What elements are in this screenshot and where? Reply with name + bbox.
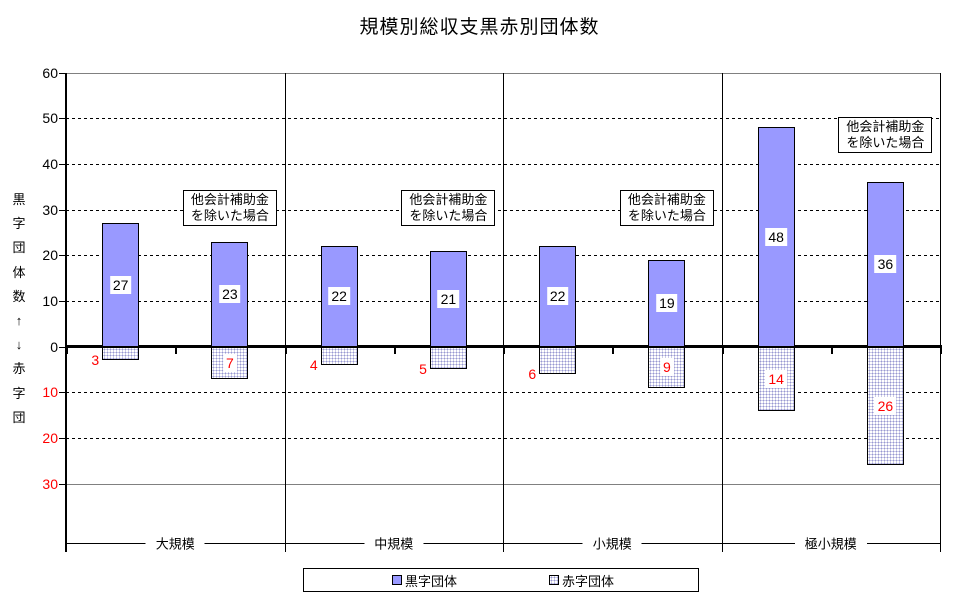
annotation-text: 他会計補助金 — [190, 192, 269, 207]
deficit-value-label: 5 — [419, 361, 427, 378]
y-axis-title-char: 黒 — [12, 192, 26, 207]
legend-entry-surplus: 黒字団体 — [392, 569, 457, 591]
y-tick-label: 0 — [50, 338, 58, 355]
y-axis-title-char: ↓ — [15, 337, 23, 353]
y-tick-label-negative: 10 — [42, 384, 58, 401]
legend-deficit-label: 赤字団体 — [562, 573, 615, 589]
y-axis-title-char: 字 — [12, 385, 26, 401]
y-tick-label: 30 — [42, 201, 58, 218]
annotation-text: 他会計補助金 — [409, 192, 488, 207]
y-tick-label-negative: 30 — [42, 475, 58, 492]
category-separator — [503, 73, 504, 552]
legend: 黒字団体 赤字団体 — [303, 568, 699, 592]
surplus-value-label: 48 — [765, 228, 787, 247]
bar-deficit — [866, 346, 904, 466]
deficit-value-label: 26 — [874, 396, 897, 415]
y-tick — [59, 392, 65, 394]
chart-title: 規模別総収支黒赤別団体数 — [359, 17, 600, 38]
surplus-value-label: 36 — [874, 255, 897, 274]
y-tick — [59, 346, 65, 348]
y-tick-label: 40 — [42, 156, 58, 172]
zero-axis-tick — [830, 344, 833, 354]
deficit-value-label: 14 — [765, 369, 787, 388]
y-axis-title-char: ↑ — [15, 313, 23, 329]
deficit-swatch-icon — [549, 575, 559, 585]
bar-deficit — [320, 346, 358, 365]
category-separator — [721, 73, 723, 552]
y-axis-title-char: 赤 — [12, 361, 26, 377]
bar-surplus — [320, 246, 358, 347]
surplus-value-label: 22 — [546, 287, 569, 306]
zero-axis-tick — [66, 344, 68, 354]
annotation-box: 他会計補助金 を除いた場合 — [838, 117, 933, 153]
legend-entry-deficit: 赤字団体 — [549, 569, 614, 591]
zero-axis-tick — [612, 344, 615, 354]
category-separator — [284, 73, 286, 552]
y-tick-label: 60 — [42, 64, 58, 81]
y-axis-title-char: 数 — [12, 288, 26, 304]
y-tick — [59, 255, 65, 257]
y-axis-title-char: 団 — [12, 240, 26, 256]
category-label: 極小規模 — [794, 533, 867, 553]
y-tick-label-negative: 20 — [42, 429, 58, 446]
y-tick — [59, 437, 65, 439]
bar-deficit — [102, 346, 140, 361]
annotation-text: を除いた場合 — [846, 135, 925, 150]
annotation-text: 他会計補助金 — [846, 119, 925, 134]
surplus-swatch-icon — [392, 575, 402, 585]
deficit-value-label: 6 — [528, 365, 537, 382]
zero-axis-tick — [393, 344, 396, 354]
bar-surplus — [102, 223, 140, 347]
bar-deficit — [539, 346, 577, 374]
annotation-box: 他会計補助金 を除いた場合 — [401, 190, 496, 226]
deficit-value-label: 7 — [222, 353, 237, 372]
surplus-value-label: 21 — [437, 289, 460, 308]
legend-surplus-label: 黒字団体 — [405, 573, 458, 589]
surplus-value-label: 22 — [328, 287, 350, 306]
y-axis-title-char: 字 — [12, 216, 26, 232]
y-axis-title: 黒字団体数 ↑ ↓ 赤字団 — [8, 188, 30, 430]
y-tick — [59, 118, 65, 120]
category-axis-line — [66, 543, 940, 544]
surplus-value-label: 23 — [219, 285, 241, 304]
y-axis-title-char: 団 — [12, 409, 26, 425]
surplus-value-label: 19 — [656, 294, 678, 313]
annotation-text: 他会計補助金 — [627, 192, 706, 207]
annotation-text: を除いた場合 — [409, 208, 488, 223]
y-tick — [59, 209, 65, 211]
y-tick — [59, 164, 65, 165]
annotation-text: を除いた場合 — [190, 208, 269, 223]
deficit-value-label: 4 — [309, 356, 318, 373]
category-label: 中規模 — [364, 533, 424, 553]
y-axis-line — [65, 73, 67, 552]
y-tick-label: 10 — [42, 292, 58, 309]
y-tick-label: 20 — [42, 247, 58, 264]
zero-axis-tick — [175, 344, 178, 354]
bar-deficit — [429, 346, 467, 370]
zero-axis-tick — [721, 344, 724, 354]
plot-right-border — [940, 73, 941, 552]
annotation-box: 他会計補助金 を除いた場合 — [619, 190, 714, 226]
zero-axis-tick — [284, 344, 287, 354]
bar-deficit — [211, 346, 249, 379]
category-label: 小規模 — [582, 533, 642, 553]
category-label: 大規模 — [145, 533, 205, 553]
y-tick — [59, 483, 65, 485]
annotation-box: 他会計補助金 を除いた場合 — [182, 190, 277, 226]
zero-axis-tick — [940, 344, 942, 354]
y-tick-label: 50 — [42, 110, 58, 127]
surplus-value-label: 27 — [109, 275, 132, 294]
y-tick — [59, 300, 65, 302]
y-axis-title-char: 体 — [12, 264, 26, 280]
annotation-text: を除いた場合 — [627, 208, 706, 223]
deficit-value-label: 9 — [659, 358, 674, 377]
y-tick — [59, 72, 65, 74]
zero-axis-tick — [503, 344, 505, 354]
deficit-value-label: 3 — [91, 352, 100, 369]
